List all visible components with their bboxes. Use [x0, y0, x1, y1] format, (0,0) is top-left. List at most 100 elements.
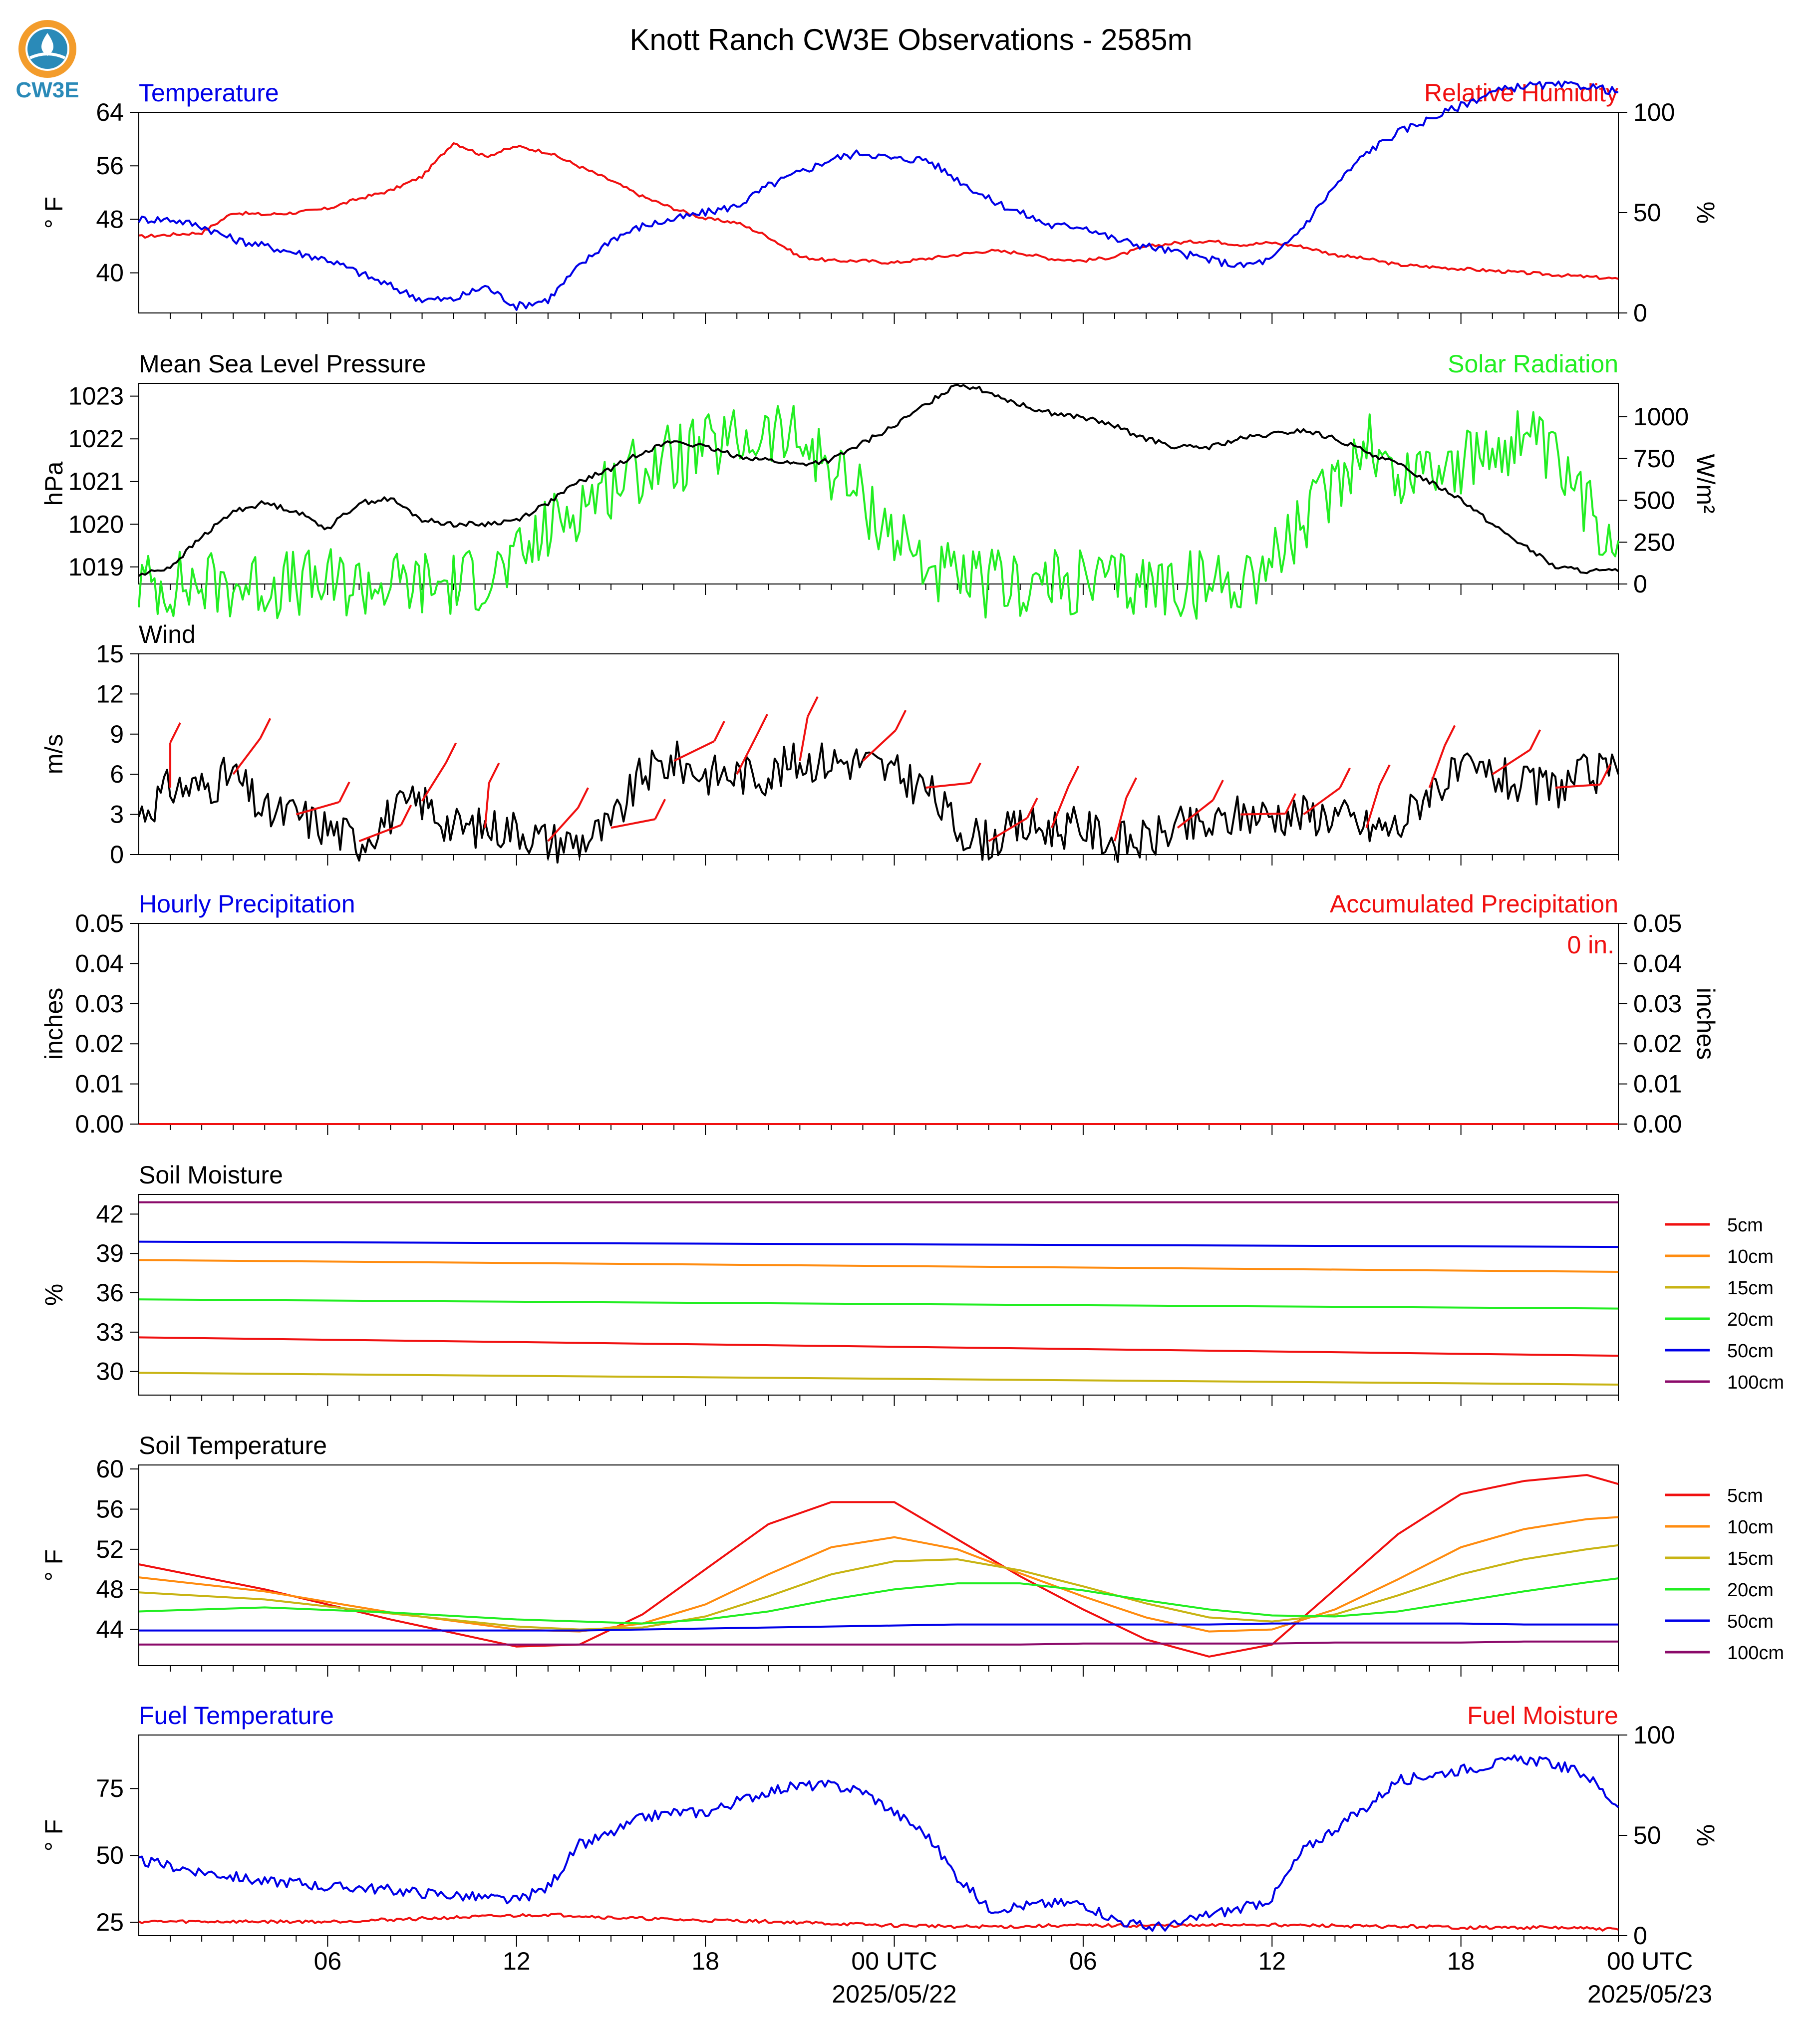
y-axis-label: ° F	[40, 1819, 68, 1851]
wind-barb-flag	[1444, 725, 1456, 746]
y-tick-label: 64	[96, 98, 124, 126]
panel-title-left: Temperature	[139, 79, 279, 107]
x-tick-label: 06	[314, 1947, 342, 1975]
wind-barb-flag	[969, 762, 981, 784]
wind-barb	[799, 716, 809, 761]
wind-barb-flag	[1026, 797, 1038, 819]
legend: 5cm 10cm 15cm 20cm 50cm 100cm	[1665, 1485, 1784, 1664]
wind-barb	[1114, 797, 1128, 842]
y-tick-label: 60	[96, 1455, 124, 1483]
legend-label: 15cm	[1727, 1548, 1774, 1569]
y-tick-label: 48	[96, 205, 124, 233]
wind-barb	[1555, 783, 1600, 789]
y-tick-label: 40	[96, 259, 124, 287]
y-tick-label: 50	[96, 1841, 124, 1869]
series-line-relative-humidity	[138, 142, 1619, 280]
y-axis-label: ° F	[40, 1549, 68, 1581]
wind-barb-flag	[807, 696, 819, 717]
y-tick-label: 1020	[68, 510, 124, 538]
y-tick-label-right: 0.04	[1633, 949, 1682, 977]
chart-panels: Temperature Relative Humidity 40 48 56 64 0 50 1…	[40, 79, 1784, 1950]
legend-label: 20cm	[1727, 1309, 1774, 1330]
wind-barb-flag	[259, 718, 272, 739]
y-tick-label: 0.00	[75, 1110, 124, 1138]
y-tick-label: 0.01	[75, 1070, 124, 1098]
wind-barb-flag	[1067, 766, 1080, 787]
y-tick-label: 0.02	[75, 1030, 124, 1058]
legend-label: 100cm	[1727, 1643, 1784, 1664]
series-line-wind-speed	[138, 740, 1619, 864]
y-tick-label: 39	[96, 1239, 124, 1267]
legend-label: 50cm	[1727, 1341, 1774, 1362]
y-axis-label: hPa	[40, 461, 68, 506]
y-tick-label: 9	[110, 720, 124, 748]
y-tick-label: 44	[96, 1616, 124, 1644]
y-tick-label-right: 0.01	[1633, 1070, 1682, 1098]
x-tick-label: 00 UTC	[851, 1947, 937, 1975]
wind-barbs	[169, 696, 1611, 843]
wind-barb-flag	[895, 710, 907, 731]
y-axis-label-right: inches	[1692, 988, 1720, 1060]
x-tick-label: 06	[1069, 1947, 1097, 1975]
panel-title-right: Fuel Moisture	[1467, 1702, 1618, 1730]
series-line-temperature	[138, 80, 1619, 311]
series-line-50cm	[138, 1240, 1619, 1248]
wind-barb	[1240, 813, 1286, 816]
wind-barb	[736, 734, 758, 775]
legend-label: 100cm	[1727, 1372, 1784, 1393]
wind-barb-flag	[1529, 729, 1541, 751]
y-tick-label-right: 50	[1633, 1821, 1661, 1849]
x-tick-label: 12	[1258, 1947, 1286, 1975]
wind-barb-flag	[169, 722, 181, 743]
legend-label: 20cm	[1727, 1580, 1774, 1601]
y-axis-label-right: %	[1692, 202, 1720, 224]
panel-frame	[138, 653, 1619, 855]
series-line-fuel-temperature	[138, 1754, 1619, 1932]
y-axis-label: inches	[40, 988, 68, 1060]
wind-barb	[232, 738, 261, 775]
panel-title-left: Fuel Temperature	[139, 1702, 334, 1730]
series-line-5cm	[138, 1336, 1619, 1357]
wind-barb	[1492, 749, 1531, 775]
y-tick-label-right: 0.00	[1633, 1110, 1682, 1138]
y-tick-label-right: 50	[1633, 199, 1661, 227]
wind-barb-flag	[654, 799, 666, 820]
wind-barb	[610, 818, 655, 829]
panel-5: Soil Moisture3033363942%5cm10cm15cm20cm5…	[40, 1161, 1784, 1406]
panel-title-right: Accumulated Precipitation	[1330, 890, 1618, 918]
y-tick-label: 12	[96, 680, 124, 708]
x-axis-labels: 06 12 18 00 UTC 06 12 18 00 UTC 2025/05/22 2025/0…	[314, 1947, 1713, 2008]
wind-barb	[1428, 745, 1446, 788]
series-line-20cm	[138, 1298, 1619, 1310]
x-tick-label: 18	[1447, 1947, 1475, 1975]
water-drop-icon	[41, 33, 54, 56]
figure-title: Knott Ranch CW3E Observations - 2585m	[629, 23, 1192, 56]
y-tick-label: 1019	[68, 553, 124, 581]
y-tick-label: 0.03	[75, 990, 124, 1018]
y-tick-label-right: 500	[1633, 487, 1675, 515]
panel-title-right: Solar Radiation	[1448, 350, 1618, 378]
wind-barb	[1303, 787, 1341, 816]
y-tick-label: 33	[96, 1318, 124, 1346]
panel-2: Mean Sea Level Pressure Solar Radiation 10…	[40, 350, 1720, 620]
wind-barb	[673, 740, 715, 762]
wind-barb-flag	[1599, 764, 1611, 785]
series-line-15cm	[138, 1372, 1619, 1386]
y-tick-label: 36	[96, 1279, 124, 1307]
wind-barb	[925, 782, 971, 789]
panel-6: Soil Temperature 44 48 52 56 60 ° F 5cm 10cm 15cm…	[40, 1432, 1784, 1677]
wind-barb-flag	[1212, 780, 1224, 801]
wind-barb	[547, 807, 579, 842]
y-tick-label: 48	[96, 1575, 124, 1603]
y-tick-label: 56	[96, 1495, 124, 1523]
wind-barb-flag	[400, 805, 412, 826]
wind-barb	[358, 824, 402, 843]
panel-title-left: Soil Temperature	[139, 1432, 327, 1459]
y-tick-label-right: 100	[1633, 98, 1675, 126]
y-axis-label: %	[40, 1284, 68, 1306]
x-date-label: 2025/05/23	[1587, 1980, 1712, 2008]
wind-barb	[296, 801, 340, 816]
y-tick-label: 1023	[68, 382, 124, 410]
